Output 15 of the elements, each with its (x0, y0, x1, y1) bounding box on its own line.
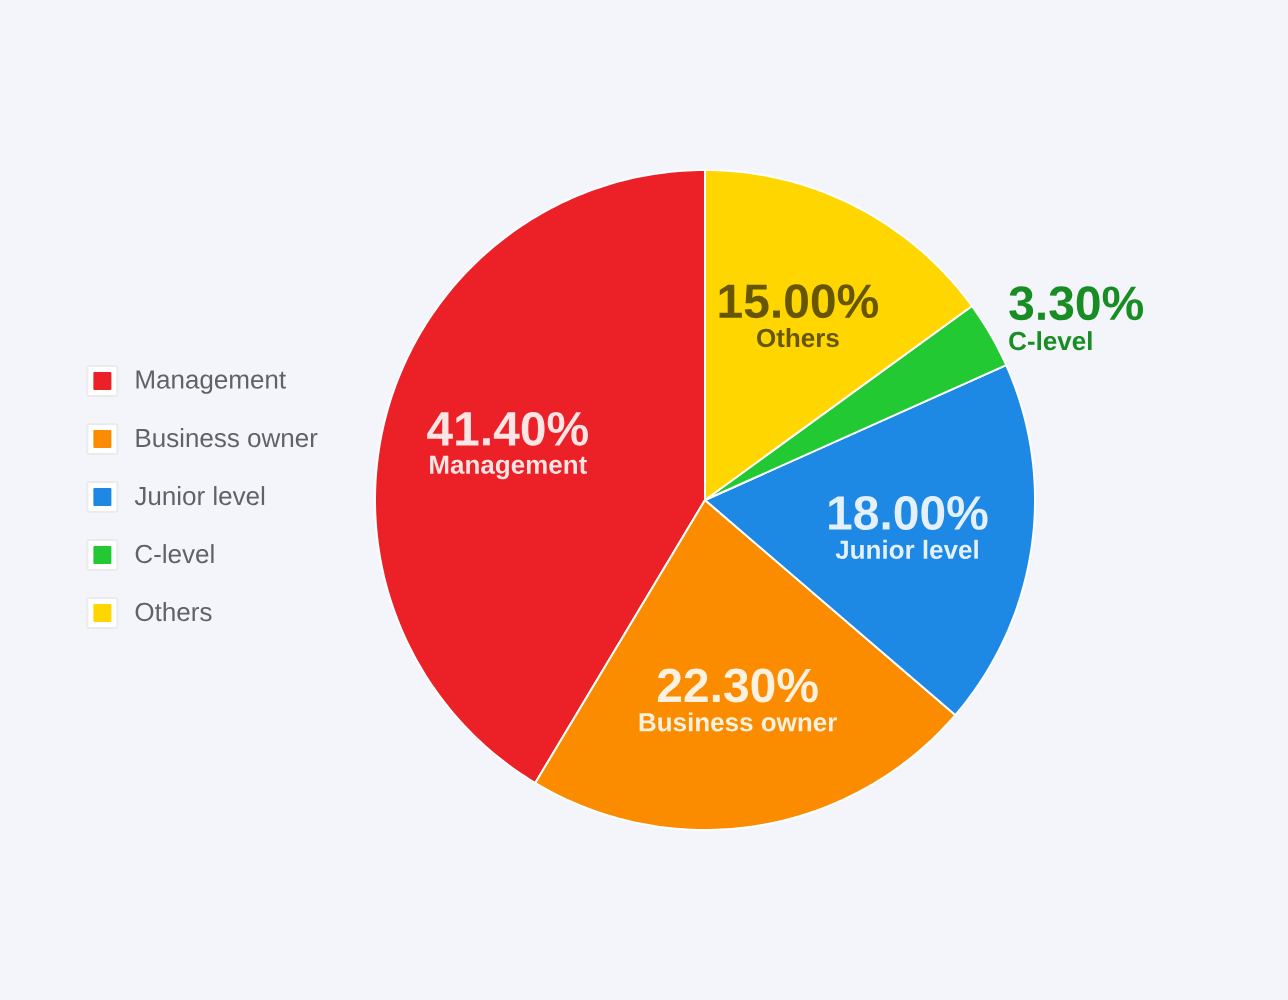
legend-label: C-level (135, 544, 214, 564)
legend-label: Others (135, 602, 212, 622)
legend-label: Junior level (134, 486, 265, 506)
data-label: 18.00% (829, 495, 988, 530)
data-label: 3.30% (1009, 286, 1143, 321)
slice-label: Business owner (639, 712, 837, 732)
slice-label: Others (757, 328, 839, 348)
data-label: 15.00% (719, 284, 879, 319)
data-label: 41.40% (427, 411, 588, 446)
slice-label: Junior level (835, 539, 978, 559)
data-label: 22.30% (657, 668, 818, 703)
legend-label: Business owner (136, 428, 318, 448)
slice-label: C-level (1009, 331, 1092, 351)
slice-label: Management (430, 455, 587, 480)
legend-label: Management (136, 370, 286, 394)
